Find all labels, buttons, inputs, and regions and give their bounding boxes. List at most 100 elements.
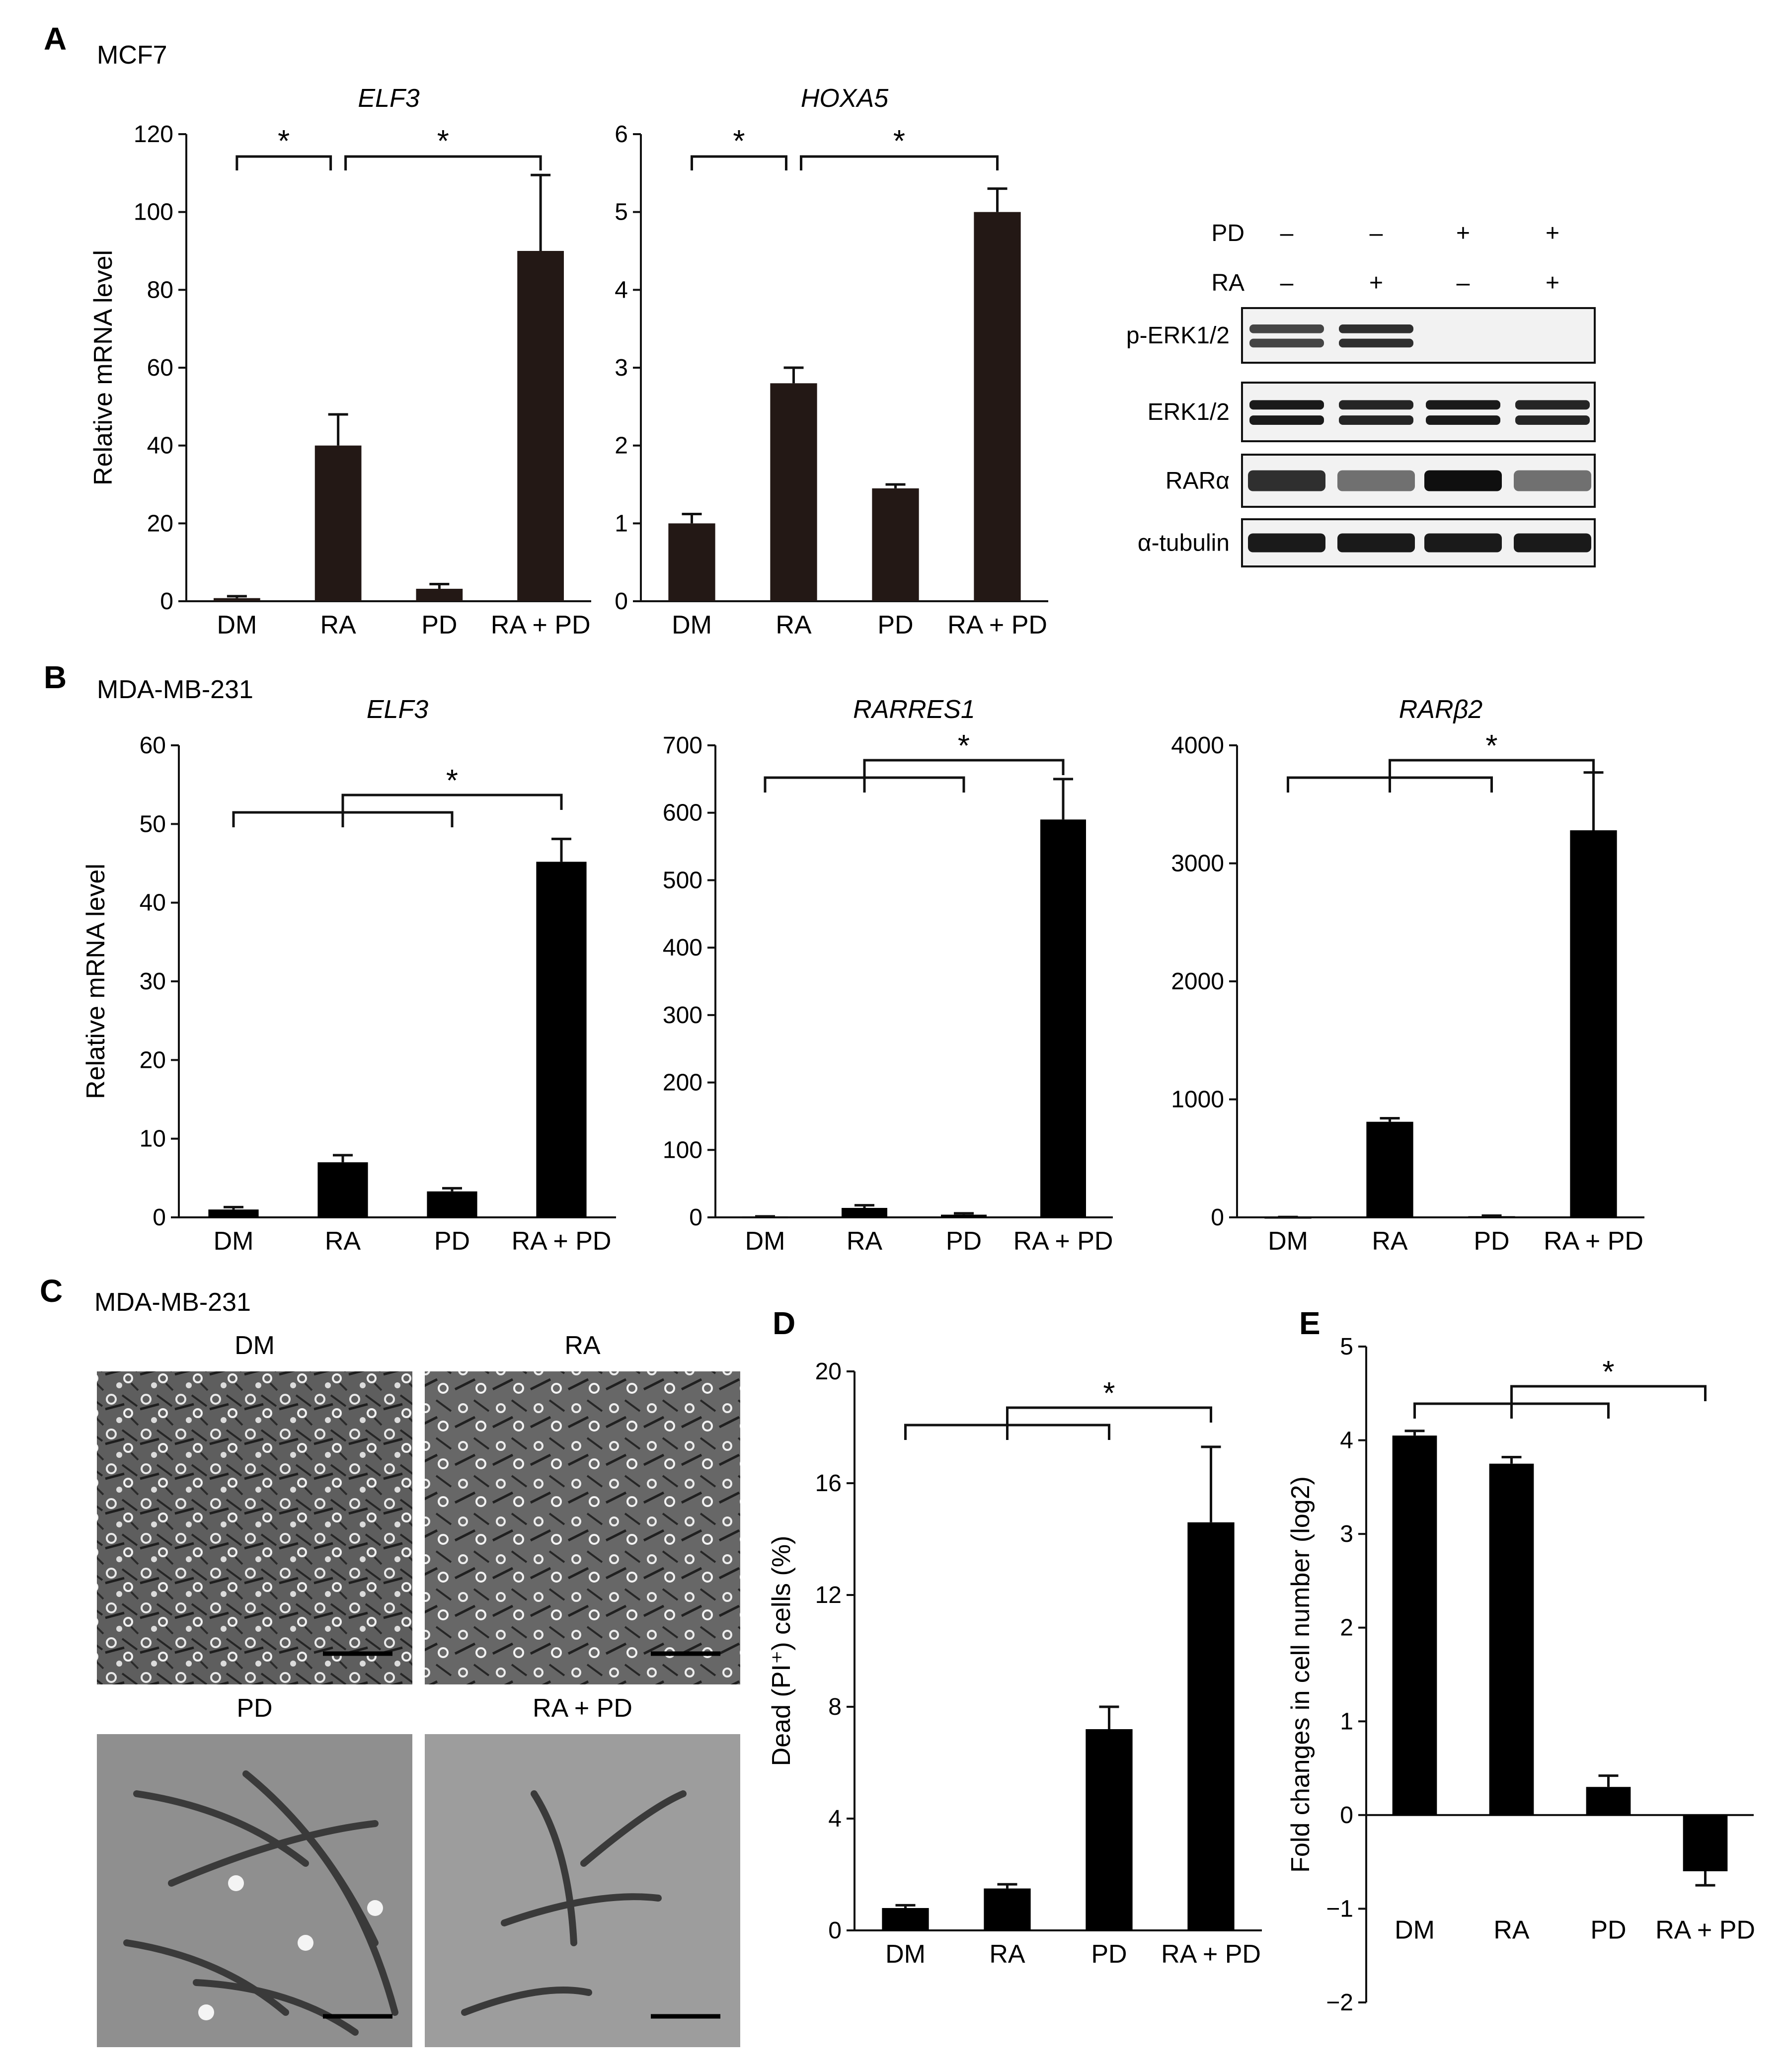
cell-line-label-A: MCF7 (97, 41, 167, 70)
treatment-sign: + (1546, 220, 1559, 246)
cell-line-label-C: MDA-MB-231 (94, 1288, 251, 1317)
y-tick-label: 300 (663, 1002, 702, 1029)
treatment-sign: + (1456, 220, 1470, 246)
micrograph: RA + PD (425, 1694, 740, 2047)
blot-band-label: α-tubulin (1138, 530, 1230, 557)
y-tick-label: 60 (147, 355, 173, 381)
y-tick-label: 30 (140, 968, 166, 995)
treatment-sign: – (1280, 270, 1294, 296)
y-tick-label: 8 (828, 1694, 842, 1720)
y-tick-label: 600 (663, 800, 702, 826)
bar (984, 1888, 1031, 1930)
cell-shape (461, 1987, 592, 2016)
treatment-sign: – (1457, 270, 1470, 296)
micrograph-label: PD (236, 1694, 272, 1723)
blot-band (1339, 338, 1413, 348)
chart-b-rarb2: 0 1000 2000 3000 4000 RARβ2 DM RA PD RA + PD * (1171, 695, 1644, 1256)
micrograph: PD (97, 1694, 412, 2047)
bar (214, 598, 260, 601)
cell-shape (193, 1979, 359, 2036)
y-axis-title: Relative mRNA level (89, 250, 118, 485)
category-label: DM (1268, 1227, 1308, 1256)
blot-strip: α-tubulin (1138, 518, 1596, 567)
chart-title: HOXA5 (801, 84, 889, 113)
significance-star: * (1103, 1376, 1115, 1411)
bar (1586, 1787, 1631, 1815)
micrograph-image (425, 1371, 740, 1684)
cell-shape (168, 1820, 379, 1887)
y-tick-label: 400 (663, 935, 702, 961)
y-tick-label: 60 (140, 732, 166, 759)
bar (1489, 1463, 1534, 1815)
y-tick-label: 0 (1211, 1204, 1224, 1231)
y-tick-label: 2 (1340, 1615, 1353, 1641)
chart-a-elf3: 0 20 40 60 80 100 120 ELF3 Relative mRNA level DM… (89, 84, 591, 639)
significance-star: * (278, 124, 290, 159)
cell-shape (580, 1790, 687, 1867)
significance-bracket (344, 155, 542, 170)
y-tick-label: 0 (153, 1204, 166, 1231)
y-tick-label: 1 (615, 510, 628, 537)
bar (974, 212, 1021, 602)
category-label: RA (776, 611, 812, 639)
y-tick-label: 200 (663, 1070, 702, 1096)
y-tick-label: 20 (147, 510, 173, 537)
y-tick-label: 0 (1340, 1802, 1353, 1829)
y-axis-title: Fold changes in cell number (log2) (1286, 1476, 1315, 1873)
blot-band (1337, 533, 1415, 553)
bar (1187, 1522, 1235, 1930)
y-tick-label: 1000 (1171, 1087, 1224, 1113)
category-label: RA (1493, 1915, 1530, 1944)
y-tick-label: 16 (815, 1470, 842, 1497)
panel-letter-D: D (773, 1305, 795, 1341)
chart-title: ELF3 (367, 695, 428, 724)
y-tick-label: 0 (615, 588, 628, 615)
significance-star: * (893, 124, 905, 159)
blot-band (1424, 470, 1502, 491)
micrograph: RA (425, 1331, 740, 1684)
category-label: RA + PD (1161, 1940, 1261, 1969)
bar (770, 383, 817, 601)
significance-bracket-upper (1510, 1385, 1707, 1404)
bar (1366, 1121, 1413, 1217)
bar (872, 488, 919, 601)
y-tick-label: 5 (1340, 1334, 1353, 1360)
blot-band (1339, 415, 1413, 425)
y-tick-label: 120 (134, 121, 173, 148)
significance-bracket (800, 155, 999, 170)
blot-band (1339, 400, 1413, 410)
blot-band (1426, 415, 1500, 425)
y-tick-label: 20 (140, 1047, 166, 1073)
y-tick-label: −1 (1326, 1896, 1353, 1922)
y-tick-label: 1 (1340, 1708, 1353, 1735)
micrograph-image (425, 1734, 740, 2047)
bar (1086, 1729, 1133, 1930)
blot-band (1514, 470, 1591, 491)
bar (1570, 830, 1617, 1217)
category-label: PD (1474, 1227, 1509, 1256)
blot-band-label: RARα (1165, 468, 1230, 494)
cell-shape (302, 1830, 398, 2016)
significance-star: * (958, 729, 970, 763)
micrograph-image (97, 1371, 412, 1684)
category-label: DM (885, 1940, 926, 1969)
blot-band (1249, 324, 1324, 333)
y-tick-label: 2000 (1171, 968, 1224, 995)
y-tick-label: 4 (828, 1806, 842, 1832)
blot-frame (1241, 307, 1596, 364)
blot-band (1249, 338, 1324, 348)
bar (842, 1208, 887, 1217)
category-label: PD (1091, 1940, 1127, 1969)
significance-bracket-upper (1389, 759, 1595, 778)
blot-band (1424, 533, 1502, 553)
category-label: RA + PD (1544, 1227, 1643, 1256)
cell-line-label-B: MDA-MB-231 (97, 675, 253, 704)
y-tick-label: 3000 (1171, 851, 1224, 877)
category-label: DM (1395, 1915, 1435, 1944)
bar (668, 523, 715, 601)
category-label: RA (320, 611, 357, 639)
y-tick-label: 0 (689, 1204, 702, 1231)
panel-letter-A: A (44, 21, 67, 57)
significance-bracket (235, 155, 332, 170)
